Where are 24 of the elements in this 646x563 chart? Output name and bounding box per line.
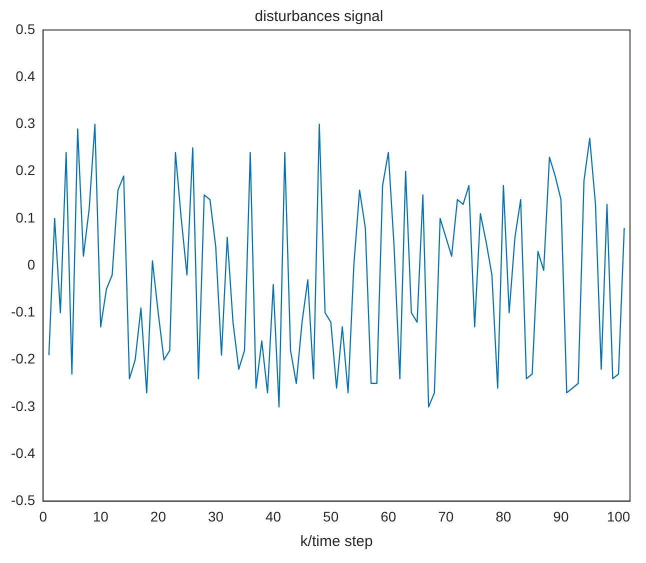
x-tick-label: 90 xyxy=(553,508,569,524)
y-tick-label: -0.1 xyxy=(11,304,36,320)
y-tick-label: -0.3 xyxy=(11,398,36,414)
y-tick-label: 0 xyxy=(27,256,36,272)
y-tick-label: 0.4 xyxy=(16,68,36,84)
x-tick-label: 30 xyxy=(208,508,224,524)
x-tick-label: 50 xyxy=(323,508,339,524)
x-tick-label: 0 xyxy=(39,508,48,524)
x-tick-label: 70 xyxy=(438,508,454,524)
x-tick-label: 20 xyxy=(150,508,166,524)
y-tick-label: 0.2 xyxy=(16,162,36,178)
x-tick-label: 100 xyxy=(606,508,630,524)
x-tick-label: 60 xyxy=(380,508,396,524)
y-tick-label: 0.1 xyxy=(16,209,36,226)
x-axis-title: k/time step xyxy=(300,533,373,550)
chart-title: disturbances signal xyxy=(254,8,384,26)
x-tick-label: 80 xyxy=(496,508,512,524)
x-tick-label: 40 xyxy=(265,508,282,524)
y-tick-label: -0.4 xyxy=(11,444,36,461)
y-tick-label: -0.5 xyxy=(11,492,36,508)
x-tick-label: 10 xyxy=(92,508,109,524)
y-tick-label: 0.5 xyxy=(16,20,36,37)
y-tick-label: -0.2 xyxy=(11,350,36,367)
y-tick-label: 0.3 xyxy=(16,115,36,132)
